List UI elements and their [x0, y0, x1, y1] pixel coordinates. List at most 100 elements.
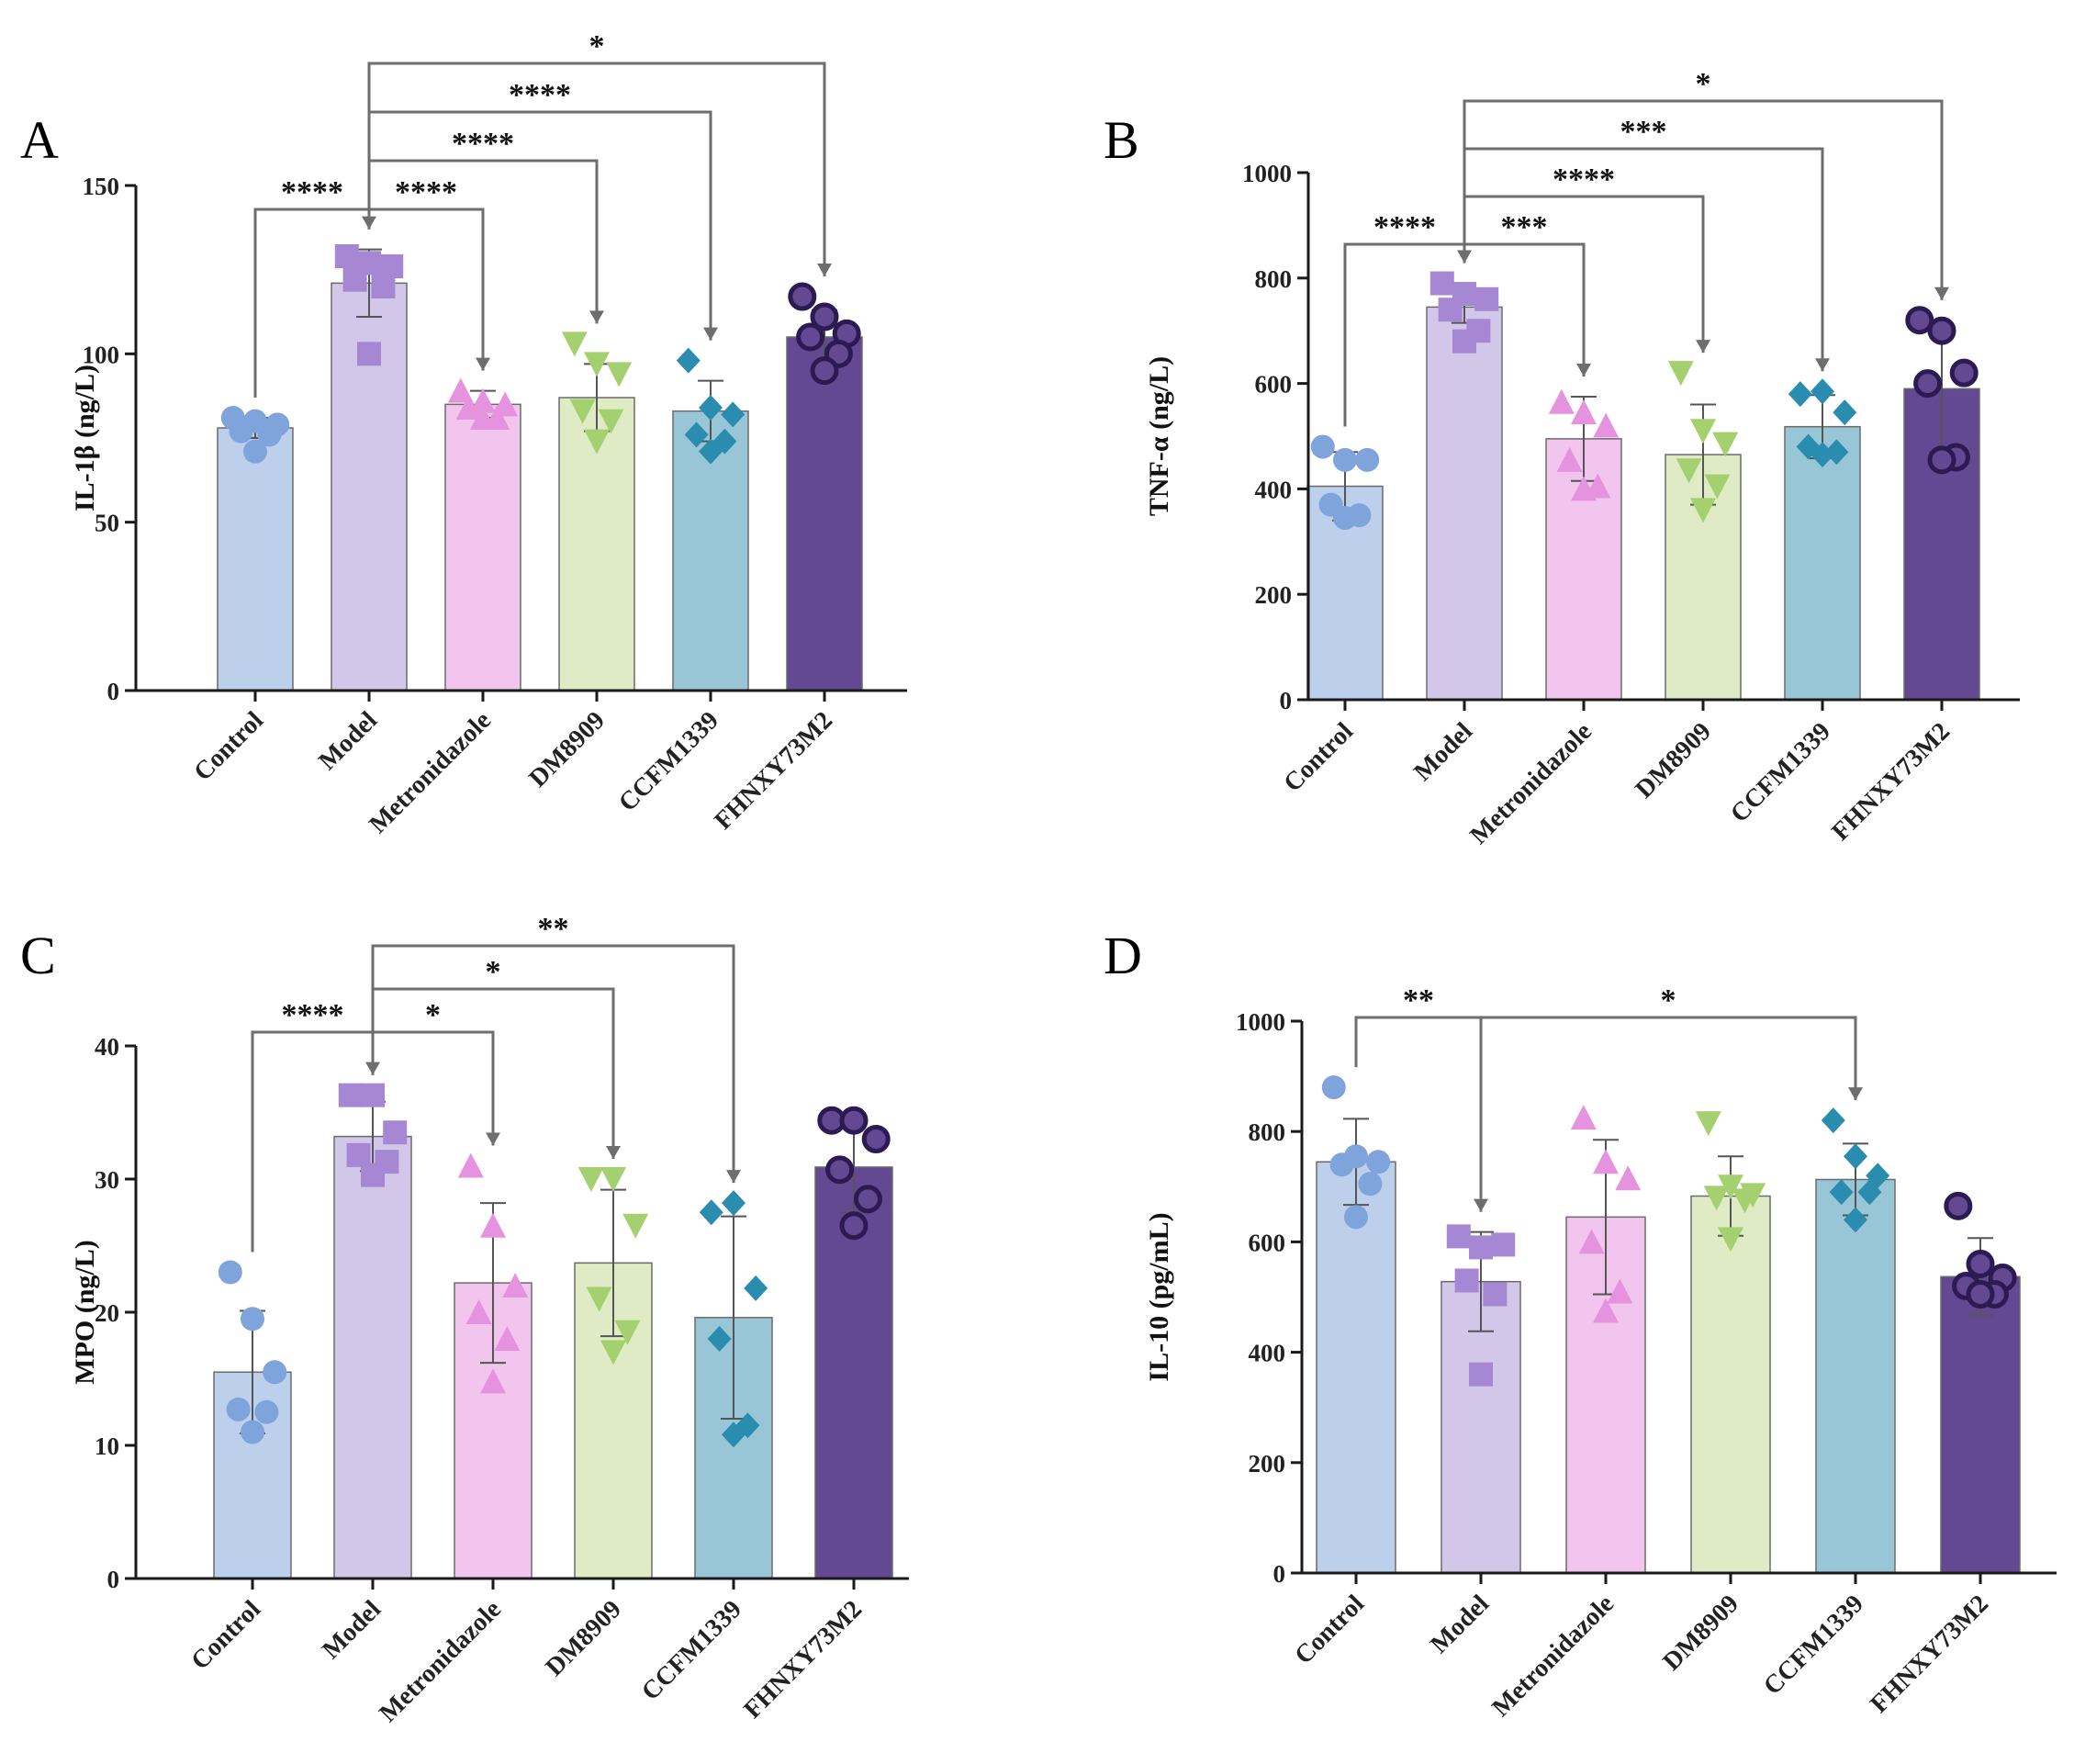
data-point-metronidazole [1607, 1278, 1633, 1304]
data-point-model [1469, 1235, 1493, 1260]
x-tick-label-ccfm1339: CCFM1339 [613, 706, 724, 817]
bracket-arrow [476, 357, 490, 371]
data-point-model [1474, 287, 1499, 311]
y-tick-label: 40 [95, 1033, 119, 1061]
data-point-ccfm1339 [699, 438, 723, 465]
data-point-model [361, 1083, 385, 1107]
data-point-ccfm1339 [1833, 399, 1857, 426]
bar-metronidazole [444, 403, 521, 691]
x-tick-label-metronidazole: Metronidazole [364, 706, 497, 839]
data-point-model [1429, 271, 1454, 296]
significance-label: **** [1373, 210, 1436, 244]
x-tick-label-metronidazole: Metronidazole [374, 1595, 507, 1728]
y-tick-label: 600 [1255, 371, 1293, 399]
significance-label: **** [281, 175, 343, 209]
x-tick-label-model: Model [1408, 717, 1478, 787]
data-point-metronidazole [1571, 476, 1597, 501]
data-point-metronidazole [1593, 1149, 1619, 1174]
data-point-dm8909 [1690, 419, 1716, 444]
bracket-arrow [1576, 363, 1591, 376]
x-tick-label-fhnxy73m2: FHNXY73M2 [1826, 717, 1956, 847]
data-point-control [226, 1397, 251, 1421]
data-point-dm8909 [1667, 361, 1694, 387]
data-point-metronidazole [480, 1212, 506, 1238]
data-point-control [1333, 447, 1357, 472]
data-point-control [243, 439, 267, 464]
data-point-control [218, 1260, 242, 1285]
significance-label: *** [1501, 210, 1548, 244]
data-point-dm8909 [1718, 1174, 1743, 1200]
bar-control [217, 427, 294, 691]
bar-ccfm1339 [1784, 425, 1861, 701]
data-point-ccfm1339 [699, 1199, 723, 1226]
data-point-metronidazole [465, 1299, 492, 1324]
data-point-model [379, 254, 404, 278]
data-point-fhnxy73m2 [1966, 1279, 1995, 1309]
y-tick-label: 0 [1273, 1560, 1286, 1588]
significance-bracket [1479, 1016, 1857, 1212]
x-tick-label-dm8909: DM8909 [523, 706, 611, 793]
x-tick-label-fhnxy73m2: FHNXY73M2 [709, 706, 838, 836]
data-point-fhnxy73m2 [861, 1125, 891, 1153]
data-point-model [342, 267, 367, 292]
data-point-dm8909 [1732, 1188, 1758, 1214]
data-point-model [1454, 1268, 1479, 1293]
data-point-ccfm1339 [1788, 381, 1812, 408]
y-axis-title: MPO (ng/L) [70, 1240, 100, 1385]
y-tick-label: 10 [95, 1433, 119, 1460]
data-point-control [263, 1360, 287, 1385]
data-point-model [361, 1163, 385, 1187]
panel-label-c: C [20, 926, 56, 985]
significance-label: * [589, 29, 605, 63]
data-point-dm8909 [584, 429, 610, 455]
y-tick-label: 0 [107, 1566, 120, 1593]
data-point-metronidazole [457, 1152, 484, 1178]
data-point-ccfm1339 [744, 1275, 768, 1301]
data-point-dm8909 [561, 331, 588, 357]
significance-label: * [1661, 983, 1676, 1017]
y-tick-label: 600 [1249, 1229, 1286, 1256]
data-point-dm8909 [1712, 432, 1739, 457]
significance-bracket [1463, 147, 1824, 372]
data-point-metronidazole [1548, 388, 1575, 414]
y-tick-label: 800 [1255, 265, 1293, 293]
x-tick-label-fhnxy73m2: FHNXY73M2 [738, 1595, 868, 1725]
bracket-arrow [486, 1132, 500, 1146]
data-point-metronidazole [1615, 1165, 1642, 1191]
x-tick-label-control: Control [1278, 717, 1359, 798]
bracket-arrow [1934, 287, 1949, 300]
significance-bracket [1463, 99, 1944, 300]
y-tick-label: 400 [1255, 476, 1293, 503]
panel-label-a: A [20, 110, 59, 170]
data-point-dm8909 [1704, 474, 1731, 500]
y-tick-label: 20 [95, 1299, 119, 1327]
bar-model [333, 1135, 412, 1579]
data-point-model [1452, 329, 1476, 354]
data-point-fhnxy73m2 [839, 1211, 869, 1241]
data-point-model [1446, 1224, 1471, 1249]
x-tick-label-metronidazole: Metronidazole [1486, 1590, 1620, 1723]
data-point-control [254, 1399, 279, 1424]
data-point-dm8909 [577, 1167, 604, 1192]
data-point-metronidazole [480, 1368, 506, 1394]
data-point-dm8909 [1676, 458, 1702, 484]
y-tick-label: 150 [83, 173, 120, 200]
data-point-control [241, 1420, 264, 1444]
x-tick-label-ccfm1339: CCFM1339 [1725, 717, 1836, 828]
data-point-control [1333, 505, 1357, 530]
data-point-dm8909 [600, 1340, 626, 1365]
y-tick-label: 400 [1249, 1340, 1286, 1367]
panel-label-b: B [1104, 110, 1139, 170]
data-point-ccfm1339 [721, 401, 746, 428]
y-tick-label: 200 [1255, 581, 1293, 609]
data-point-ccfm1339 [1844, 1207, 1867, 1233]
significance-label: **** [509, 78, 571, 112]
data-point-dm8909 [1718, 1227, 1743, 1253]
data-point-fhnxy73m2 [1927, 445, 1956, 475]
significance-label: ** [1403, 983, 1434, 1017]
data-point-dm8909 [598, 409, 624, 434]
bracket-arrow [726, 1170, 741, 1184]
data-point-metronidazole [455, 395, 482, 420]
